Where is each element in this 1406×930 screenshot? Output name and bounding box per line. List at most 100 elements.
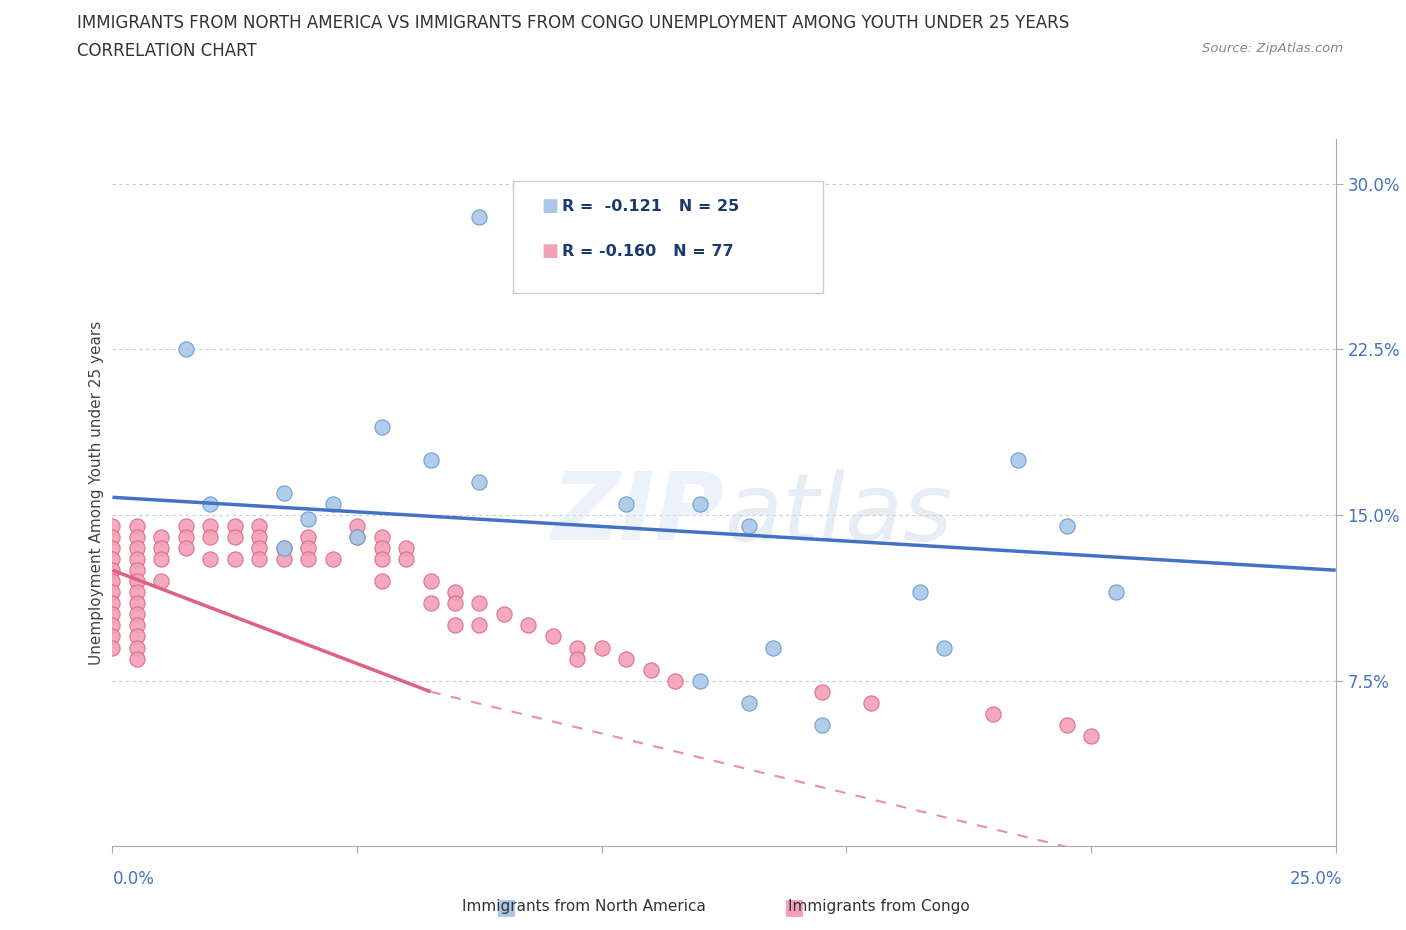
Point (273, 540, 295, 555)
Point (273, 551, 295, 566)
Point (125, 563, 148, 578)
Point (200, 551, 222, 566)
Point (567, 640, 589, 655)
Point (737, 696, 759, 711)
Point (370, 540, 392, 555)
Point (1056, 717, 1078, 732)
Point (614, 651, 637, 666)
Point (762, 640, 785, 655)
Text: Immigrants from Congo: Immigrants from Congo (787, 899, 970, 914)
Point (1056, 519, 1078, 534)
Point (689, 497, 711, 512)
Point (247, 530, 270, 545)
Point (934, 640, 956, 655)
Point (567, 275, 589, 290)
Point (273, 485, 295, 500)
Point (101, 519, 124, 534)
Point (101, 607, 124, 622)
Point (346, 519, 368, 534)
Point (591, 640, 613, 655)
Point (273, 540, 295, 555)
Point (125, 618, 148, 633)
Point (370, 530, 392, 545)
Point (101, 540, 124, 555)
Point (125, 551, 148, 566)
Point (297, 512, 319, 527)
Point (811, 684, 834, 699)
Text: ■: ■ (541, 242, 558, 260)
Point (150, 530, 173, 545)
Point (125, 629, 148, 644)
Point (150, 540, 173, 555)
Point (101, 574, 124, 589)
Point (200, 530, 222, 545)
Point (346, 530, 368, 545)
Point (200, 519, 222, 534)
Point (174, 540, 197, 555)
Point (101, 563, 124, 578)
Point (174, 342, 197, 357)
Point (224, 551, 246, 566)
Text: R = -0.160   N = 77: R = -0.160 N = 77 (562, 244, 734, 259)
Point (322, 497, 344, 512)
Point (517, 618, 540, 633)
Point (174, 530, 197, 545)
Point (689, 673, 711, 688)
Point (640, 662, 662, 677)
Point (101, 585, 124, 600)
Point (370, 551, 392, 566)
Point (395, 540, 418, 555)
Point (541, 629, 564, 644)
Point (174, 519, 197, 534)
Text: ZIP: ZIP (551, 468, 724, 560)
Point (908, 585, 931, 600)
Text: CORRELATION CHART: CORRELATION CHART (77, 42, 257, 60)
Point (224, 530, 246, 545)
Point (444, 596, 467, 611)
Point (150, 574, 173, 589)
Point (125, 530, 148, 545)
Point (200, 497, 222, 512)
Point (297, 540, 319, 555)
Point (247, 519, 270, 534)
Point (468, 618, 491, 633)
Y-axis label: Unemployment Among Youth under 25 years: Unemployment Among Youth under 25 years (89, 321, 104, 665)
Text: 0.0%: 0.0% (112, 870, 155, 888)
Point (468, 474, 491, 489)
Point (297, 551, 319, 566)
Point (1104, 585, 1126, 600)
Point (125, 540, 148, 555)
Text: atlas: atlas (724, 469, 952, 560)
Point (125, 519, 148, 534)
Text: ■: ■ (785, 897, 804, 917)
Point (1007, 452, 1029, 467)
Point (811, 717, 834, 732)
Point (419, 452, 441, 467)
Point (395, 551, 418, 566)
Point (370, 419, 392, 434)
Text: 25.0%: 25.0% (1291, 870, 1343, 888)
Point (101, 530, 124, 545)
Point (125, 585, 148, 600)
Point (247, 551, 270, 566)
Point (101, 618, 124, 633)
Point (125, 640, 148, 655)
Point (247, 540, 270, 555)
Point (322, 551, 344, 566)
Point (859, 696, 882, 711)
Point (101, 629, 124, 644)
Point (101, 596, 124, 611)
Point (737, 519, 759, 534)
Text: ■: ■ (541, 197, 558, 216)
Text: Source: ZipAtlas.com: Source: ZipAtlas.com (1202, 42, 1343, 55)
Point (101, 640, 124, 655)
Point (125, 574, 148, 589)
Text: ■: ■ (496, 897, 516, 917)
Point (224, 519, 246, 534)
Point (468, 209, 491, 224)
Point (981, 707, 1004, 722)
Point (492, 607, 515, 622)
Point (664, 673, 686, 688)
Point (150, 551, 173, 566)
Point (444, 618, 467, 633)
